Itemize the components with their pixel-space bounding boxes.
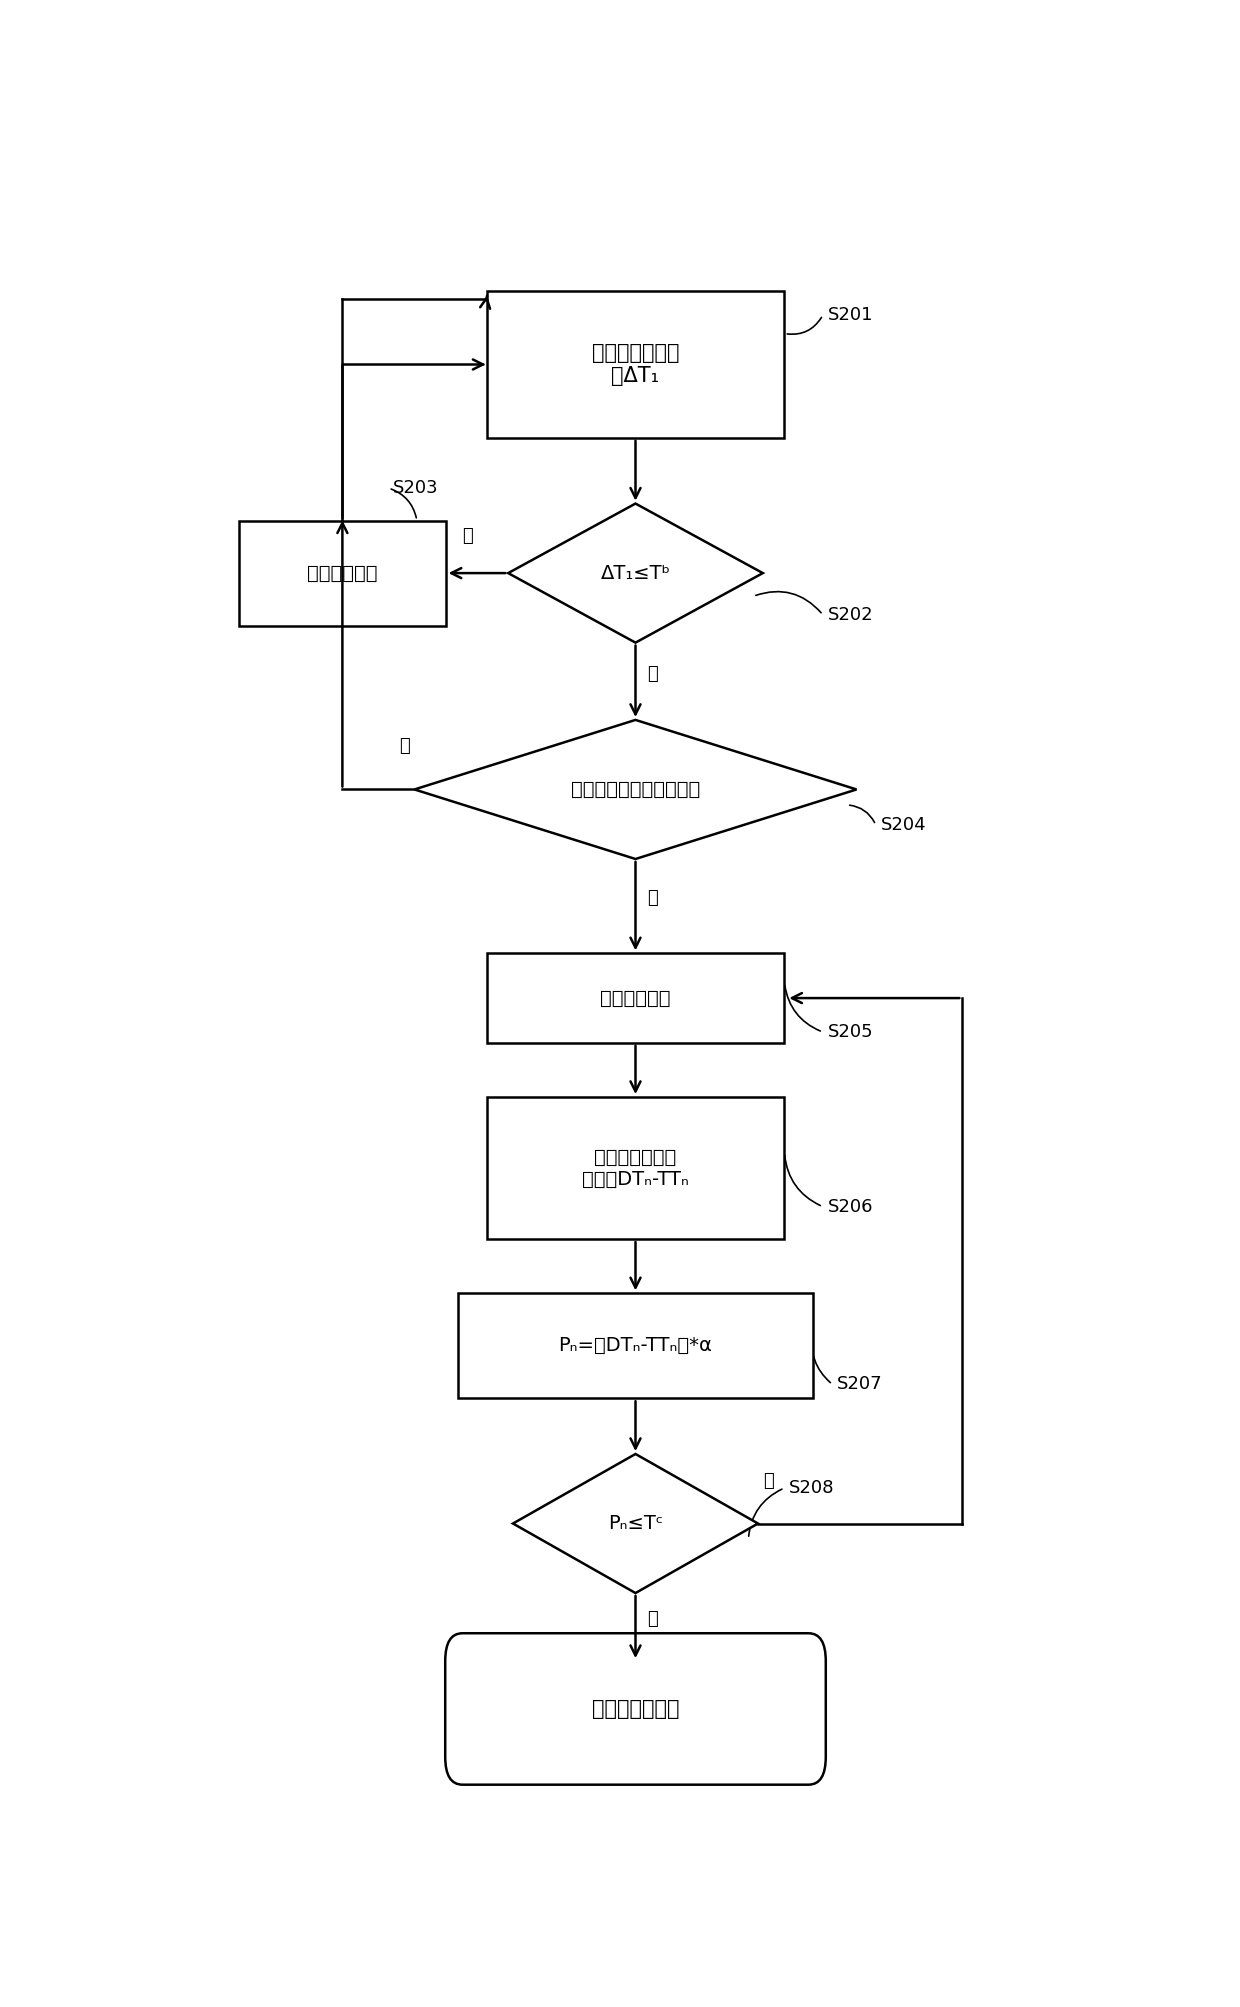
Text: S207: S207 — [837, 1375, 883, 1393]
Text: 获取环境温度偏
差ΔT₁: 获取环境温度偏 差ΔT₁ — [591, 343, 680, 385]
Text: 否: 否 — [399, 737, 409, 755]
Polygon shape — [513, 1453, 758, 1594]
Text: S204: S204 — [880, 817, 926, 835]
FancyBboxPatch shape — [239, 520, 445, 626]
FancyBboxPatch shape — [486, 291, 785, 438]
Text: Pₙ=（DTₙ-TTₙ）*α: Pₙ=（DTₙ-TTₙ）*α — [558, 1337, 713, 1355]
Text: S203: S203 — [393, 480, 439, 498]
Text: S206: S206 — [828, 1198, 873, 1216]
Text: 是: 是 — [647, 1610, 657, 1628]
Text: 是: 是 — [647, 889, 657, 907]
Text: 精细控制模式: 精细控制模式 — [600, 989, 671, 1008]
FancyBboxPatch shape — [486, 953, 785, 1044]
Text: Pₙ≤Tᶜ: Pₙ≤Tᶜ — [608, 1513, 663, 1533]
Text: 否: 否 — [463, 528, 472, 546]
Text: S205: S205 — [828, 1024, 873, 1042]
Text: 获取体感温度当
前偏差DTₙ-TTₙ: 获取体感温度当 前偏差DTₙ-TTₙ — [582, 1148, 689, 1188]
Text: 成功获取实际体感温度？: 成功获取实际体感温度？ — [570, 781, 701, 799]
FancyBboxPatch shape — [486, 1098, 785, 1238]
Polygon shape — [414, 721, 857, 859]
Text: 原设定参数运行: 原设定参数运行 — [591, 1700, 680, 1718]
Text: S208: S208 — [789, 1479, 835, 1497]
Polygon shape — [508, 504, 763, 642]
Text: 一般控制模式: 一般控制模式 — [308, 564, 378, 582]
Text: S201: S201 — [828, 305, 873, 323]
Text: 否: 否 — [763, 1471, 774, 1489]
Text: 是: 是 — [647, 664, 657, 682]
FancyBboxPatch shape — [458, 1293, 813, 1399]
Text: ΔT₁≤Tᵇ: ΔT₁≤Tᵇ — [600, 564, 671, 582]
FancyBboxPatch shape — [445, 1634, 826, 1784]
Text: S202: S202 — [828, 606, 873, 624]
